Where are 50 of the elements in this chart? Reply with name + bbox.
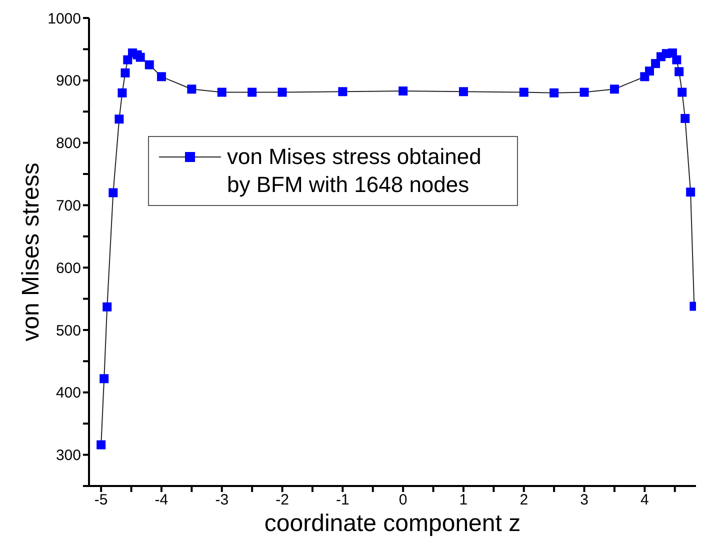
- point: [678, 88, 687, 97]
- x-tick-label: 0: [398, 492, 408, 509]
- point: [123, 55, 132, 64]
- x-axis-title: coordinate component z: [264, 510, 521, 537]
- point: [458, 87, 468, 96]
- point: [248, 88, 257, 97]
- y-tick-label: 500: [56, 322, 81, 340]
- y-tick-label: 300: [56, 447, 81, 464]
- point: [217, 88, 226, 97]
- point: [120, 68, 130, 78]
- legend-label: von Mises stress obtained by BFM with 1648 nodes: [227, 143, 482, 199]
- x-tick-label: -4: [154, 492, 168, 509]
- y-axis-title: von Mises stress: [18, 162, 45, 342]
- y-tick-label: 400: [56, 384, 81, 402]
- point: [398, 86, 408, 96]
- point: [651, 59, 660, 68]
- point: [96, 440, 106, 450]
- point: [686, 188, 696, 197]
- point: [672, 55, 682, 64]
- x-tick-label: 3: [580, 492, 588, 509]
- x-tick-label: -2: [276, 492, 289, 509]
- y-tick-label: 1000: [48, 10, 81, 28]
- x-tick-label: -3: [215, 492, 229, 509]
- y-tick-label: 600: [56, 260, 81, 277]
- point: [144, 60, 154, 70]
- x-tick-label: 1: [459, 492, 468, 509]
- point: [187, 84, 196, 94]
- point: [610, 84, 619, 94]
- point: [680, 114, 690, 123]
- point: [550, 88, 559, 98]
- point: [108, 188, 118, 198]
- point: [156, 72, 166, 82]
- y-tick-label: 900: [56, 72, 81, 90]
- point: [100, 374, 109, 384]
- point: [580, 88, 589, 97]
- y-tick-label: 700: [56, 198, 81, 215]
- point: [136, 52, 145, 62]
- point: [118, 88, 127, 98]
- point: [338, 87, 348, 96]
- x-tick-label: -1: [336, 492, 350, 509]
- point: [644, 66, 654, 76]
- point: [674, 67, 684, 76]
- x-tick-label: 2: [520, 492, 528, 509]
- point: [114, 114, 124, 124]
- x-tick-label: 4: [640, 492, 649, 509]
- point: [519, 88, 528, 97]
- point: [102, 302, 112, 312]
- point: [278, 88, 287, 97]
- y-tick-label: 800: [56, 135, 81, 152]
- x-tick-label: -5: [94, 492, 108, 509]
